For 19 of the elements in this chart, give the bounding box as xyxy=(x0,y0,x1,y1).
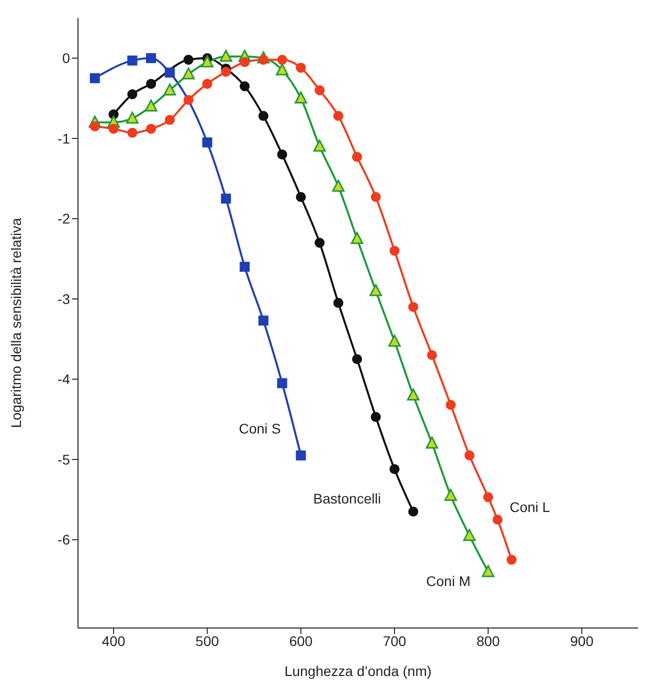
x-tick-label: 900 xyxy=(570,632,594,649)
x-tick-label: 600 xyxy=(289,632,313,649)
x-axis-title: Lunghezza d’onda (nm) xyxy=(284,663,432,679)
x-tick-label: 700 xyxy=(382,632,406,649)
y-tick-label: -3 xyxy=(58,290,70,307)
y-tick-label: -2 xyxy=(58,210,70,227)
series-label: Coni L xyxy=(510,498,550,515)
y-tick-label: -5 xyxy=(58,451,70,468)
y-tick-label: -1 xyxy=(58,130,70,146)
y-axis-title: Logaritmo della sensibilità relativa xyxy=(8,218,24,428)
x-tick-label: 800 xyxy=(476,632,500,649)
series-label: Coni M xyxy=(426,572,471,589)
y-tick-label: -6 xyxy=(58,532,70,548)
y-tick-label: 0 xyxy=(62,50,70,66)
y-tick-label: -4 xyxy=(58,371,70,388)
x-tick-label: 500 xyxy=(196,632,220,649)
series-label: Bastoncelli xyxy=(313,490,381,507)
x-tick-label: 400 xyxy=(102,632,126,649)
series-label: Coni S xyxy=(238,420,281,436)
